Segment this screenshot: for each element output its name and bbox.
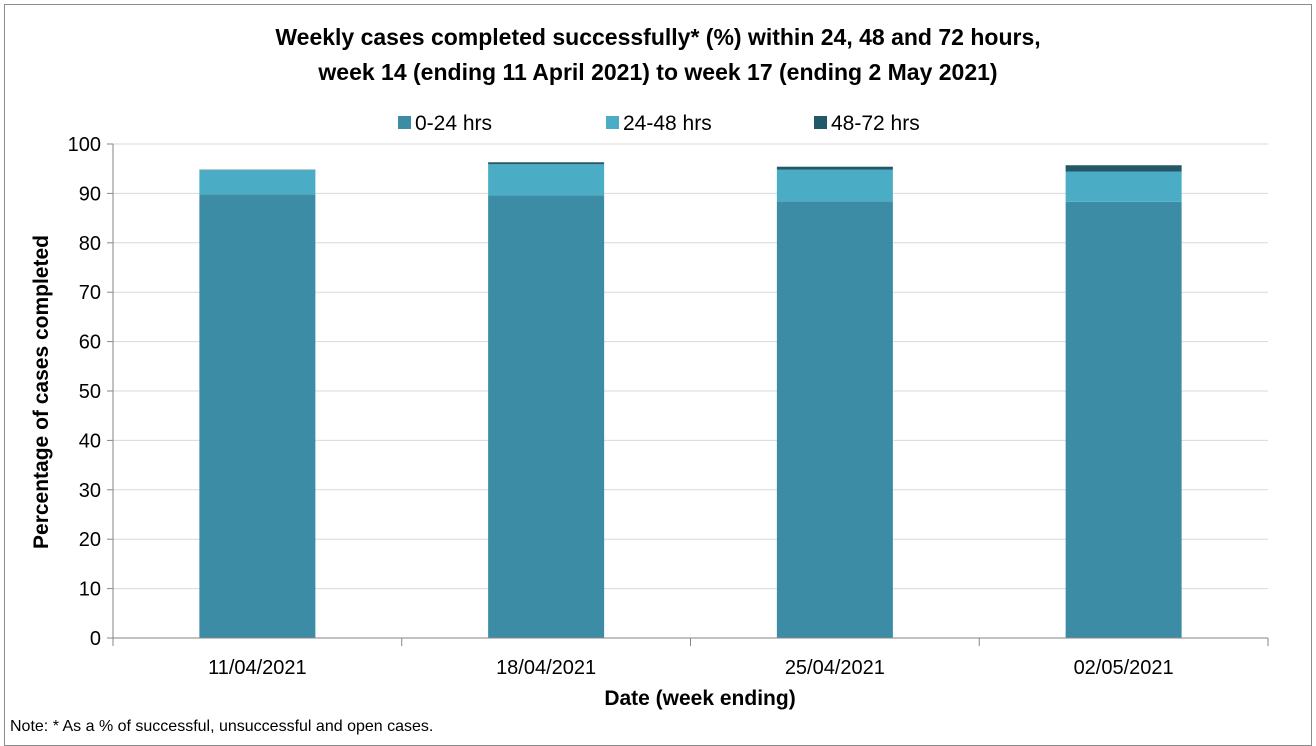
y-axis-title: Percentage of cases completed [30,235,53,549]
chart-note: Note: * As a % of successful, unsuccessf… [10,718,433,735]
legend-label: 0-24 hrs [415,112,492,135]
x-tick-label: 18/04/2021 [496,657,596,679]
y-tick-label: 10 [79,579,101,601]
y-tick-label: 40 [79,430,101,452]
y-tick-label: 100 [68,134,101,156]
y-tick-label: 60 [79,332,101,354]
x-tick-label: 02/05/2021 [1074,657,1174,679]
bar-segment-0-24-hrs [1066,202,1182,638]
bar-segment-24-48-hrs [1066,172,1182,202]
legend: 0-24 hrs 24-48 hrs 48-72 hrs [398,112,920,135]
legend-swatch [606,116,619,129]
bar-segment-24-48-hrs [488,164,604,195]
bar-segment-48-72-hrs [777,167,893,170]
x-tick-label: 25/04/2021 [785,657,885,679]
y-tick-label: 20 [79,529,101,551]
legend-swatch [398,116,411,129]
bar-segment-24-48-hrs [199,170,315,194]
chart-title-line-2: week 14 (ending 11 April 2021) to week 1… [317,59,997,85]
bar-segment-0-24-hrs [199,194,315,638]
bar-segment-48-72-hrs [1066,165,1182,171]
legend-label: 48-72 hrs [831,112,920,135]
y-tick-label: 90 [79,183,101,205]
legend-swatch [814,116,827,129]
bar-segment-0-24-hrs [777,201,893,638]
y-tick-label: 80 [79,233,101,255]
bar-segment-0-24-hrs [488,195,604,638]
bar-segment-48-72-hrs [488,162,604,164]
y-tick-label: 70 [79,282,101,304]
y-tick-label: 30 [79,480,101,502]
y-tick-label: 0 [90,628,101,650]
y-tick-label: 50 [79,381,101,403]
x-tick-label: 11/04/2021 [208,657,307,679]
bar-series [199,162,1181,638]
legend-label: 24-48 hrs [623,112,712,135]
chart-title-line-1: Weekly cases completed successfully* (%)… [275,24,1040,50]
x-axis-title: Date (week ending) [604,687,795,710]
bar-segment-24-48-hrs [777,170,893,202]
